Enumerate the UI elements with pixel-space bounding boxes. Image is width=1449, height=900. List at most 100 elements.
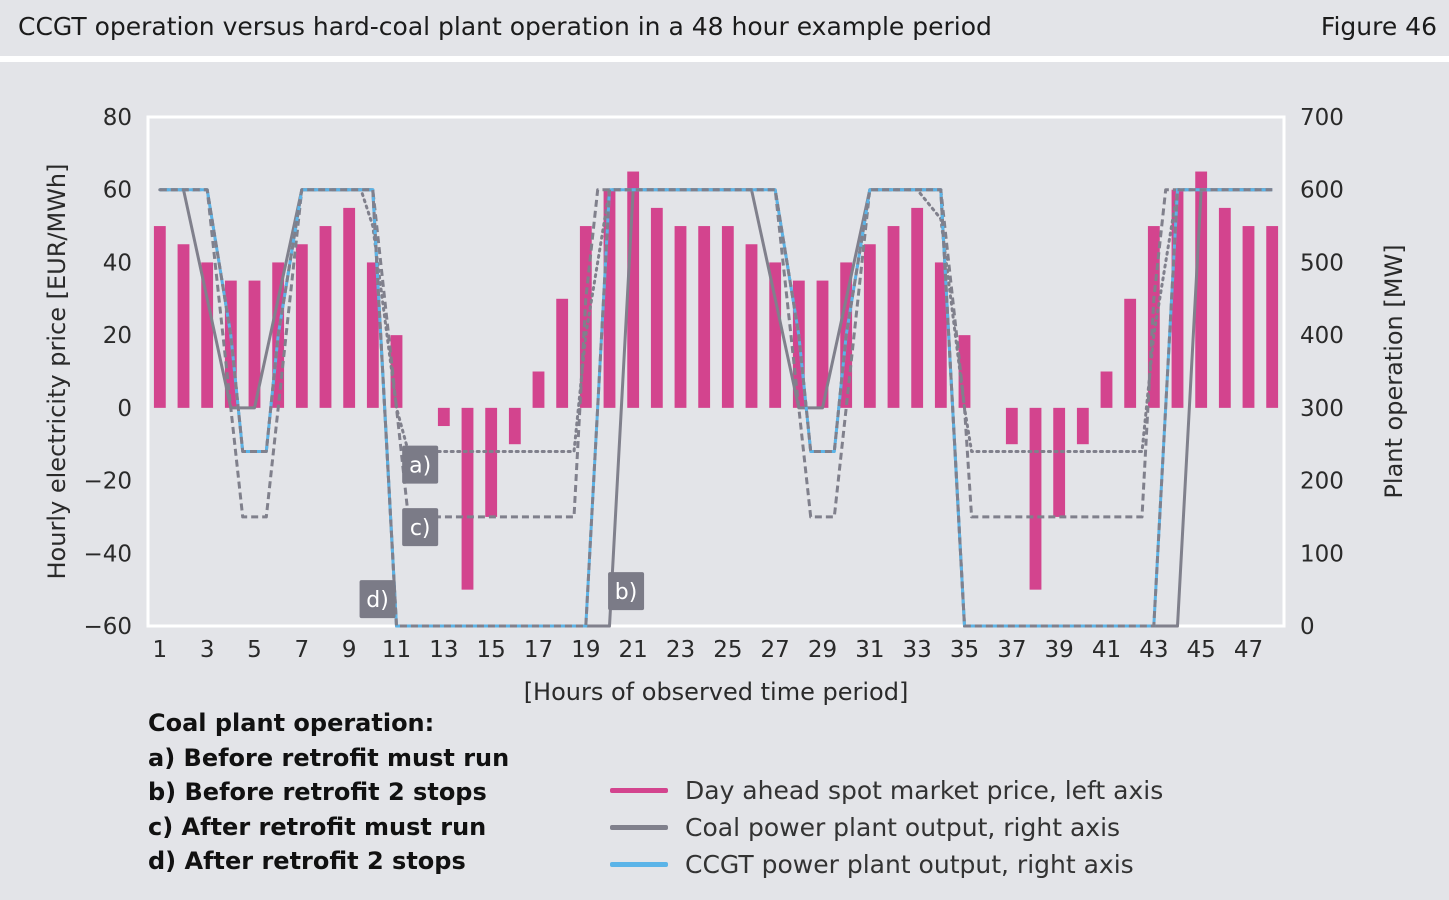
y-right-tick-label: 500 xyxy=(1300,250,1344,276)
y-left-tick-label: 20 xyxy=(103,323,132,349)
figure-label: Figure 46 xyxy=(1320,11,1437,41)
y-right-tick-label: 300 xyxy=(1300,396,1344,422)
legend-swatch-coal xyxy=(610,825,668,830)
annotation-tag-box xyxy=(359,580,396,619)
x-tick-label: 7 xyxy=(295,637,310,663)
plot-area-frame xyxy=(146,115,1286,628)
price-bar xyxy=(603,189,616,408)
price-bar xyxy=(1218,207,1231,408)
price-bar xyxy=(887,226,900,408)
y-left-tick-label: 0 xyxy=(117,396,132,422)
annotation-tag: d) xyxy=(359,580,396,619)
y-left-tick-label: −20 xyxy=(83,469,132,495)
annotation-tag-label: c) xyxy=(410,516,431,541)
price-bar xyxy=(390,335,403,408)
y-right-tick-label: 400 xyxy=(1300,323,1344,349)
price-bar xyxy=(1195,171,1208,408)
x-tick-label: 37 xyxy=(997,637,1026,663)
price-bar xyxy=(248,280,261,408)
annotation-tag-label: d) xyxy=(366,588,389,613)
x-tick-label: 31 xyxy=(855,637,884,663)
notes-title: Coal plant operation: xyxy=(148,709,435,737)
price-bar xyxy=(485,407,498,517)
price-bar xyxy=(366,262,379,408)
price-bar xyxy=(958,335,971,408)
y-left-axis-title: Hourly electricity price [EUR/MWh] xyxy=(43,164,71,580)
price-bar xyxy=(201,262,214,408)
y-left-tick-label: 60 xyxy=(103,178,132,204)
x-tick-label: 47 xyxy=(1234,637,1263,663)
x-tick-label: 35 xyxy=(950,637,979,663)
x-tick-label: 17 xyxy=(524,637,553,663)
x-tick-label: 11 xyxy=(382,637,411,663)
figure-header: CCGT operation versus hard-coal plant op… xyxy=(0,0,1449,52)
price-bar xyxy=(863,244,876,408)
price-bar xyxy=(769,262,782,408)
line-d-after-retrofit-2-stops xyxy=(159,188,1273,628)
price-bar xyxy=(343,207,356,408)
x-tick-label: 43 xyxy=(1139,637,1168,663)
price-bar xyxy=(319,226,332,408)
price-bar xyxy=(177,244,190,408)
price-bar xyxy=(295,244,308,408)
price-bar xyxy=(1124,298,1137,408)
price-bar xyxy=(1242,226,1255,408)
annotation-tag-box xyxy=(402,445,439,484)
legend-label-coal: Coal power plant output, right axis xyxy=(685,813,1121,842)
x-tick-label: 23 xyxy=(666,637,695,663)
x-tick-label: 25 xyxy=(713,637,742,663)
y-left-tick-label: −40 xyxy=(83,541,132,567)
price-bar xyxy=(461,407,474,590)
y-right-tick-label: 200 xyxy=(1300,469,1344,495)
price-bar xyxy=(1147,226,1160,408)
x-tick-label: 15 xyxy=(477,637,506,663)
price-bar xyxy=(627,171,640,408)
coal-plant-notes: Coal plant operation: a) Before retrofit… xyxy=(148,706,509,879)
y-right-tick-label: 0 xyxy=(1300,614,1315,640)
price-bar xyxy=(816,280,829,408)
x-tick-label: 19 xyxy=(571,637,600,663)
note-item-a: a) Before retrofit must run xyxy=(148,743,510,772)
price-bar xyxy=(674,226,687,408)
legend-swatch-ccgt xyxy=(610,862,668,867)
y-left-tick-label: −60 xyxy=(83,614,132,640)
x-tick-label: 39 xyxy=(1045,637,1074,663)
price-bar xyxy=(911,207,924,408)
y-right-axis-title: Plant operation [MW] xyxy=(1380,244,1408,498)
y-left-tick-label: 80 xyxy=(103,105,132,131)
x-tick-label: 33 xyxy=(903,637,932,663)
x-tick-label: 13 xyxy=(429,637,458,663)
x-tick-label: 21 xyxy=(619,637,648,663)
price-bar xyxy=(153,226,166,408)
legend-item-coal: Coal power plant output, right axis xyxy=(610,809,1163,846)
y-left-tick-label: 40 xyxy=(103,250,132,276)
y-right-tick-label: 600 xyxy=(1300,178,1344,204)
price-bar xyxy=(532,371,545,408)
x-tick-label: 1 xyxy=(153,637,168,663)
legend-swatch-price xyxy=(610,788,668,793)
price-bar xyxy=(1076,407,1089,445)
legend-label-ccgt: CCGT power plant output, right axis xyxy=(685,850,1134,879)
price-bar xyxy=(579,226,592,408)
annotation-tag-box xyxy=(608,572,645,611)
x-tick-label: 41 xyxy=(1092,637,1121,663)
annotation-tag: c) xyxy=(402,508,439,547)
annotation-tag-box xyxy=(402,508,439,547)
note-item-c: c) After retrofit must run xyxy=(148,812,487,841)
x-tick-label: 3 xyxy=(200,637,215,663)
y-right-tick-label: 100 xyxy=(1300,541,1344,567)
y-right-tick-label: 700 xyxy=(1300,105,1344,131)
annotation-tag: a) xyxy=(402,445,439,484)
price-bar xyxy=(556,298,569,408)
annotation-tag: b) xyxy=(608,572,645,611)
price-bar xyxy=(1171,189,1184,408)
x-tick-label: 27 xyxy=(761,637,790,663)
legend-item-price: Day ahead spot market price, left axis xyxy=(610,772,1163,809)
header-divider xyxy=(0,56,1449,62)
note-item-d: d) After retrofit 2 stops xyxy=(148,847,466,875)
price-bar xyxy=(698,226,711,408)
chart-legend: Day ahead spot market price, left axis C… xyxy=(610,772,1163,883)
price-bar xyxy=(437,407,450,427)
x-axis-title: [Hours of observed time period] xyxy=(524,678,909,706)
